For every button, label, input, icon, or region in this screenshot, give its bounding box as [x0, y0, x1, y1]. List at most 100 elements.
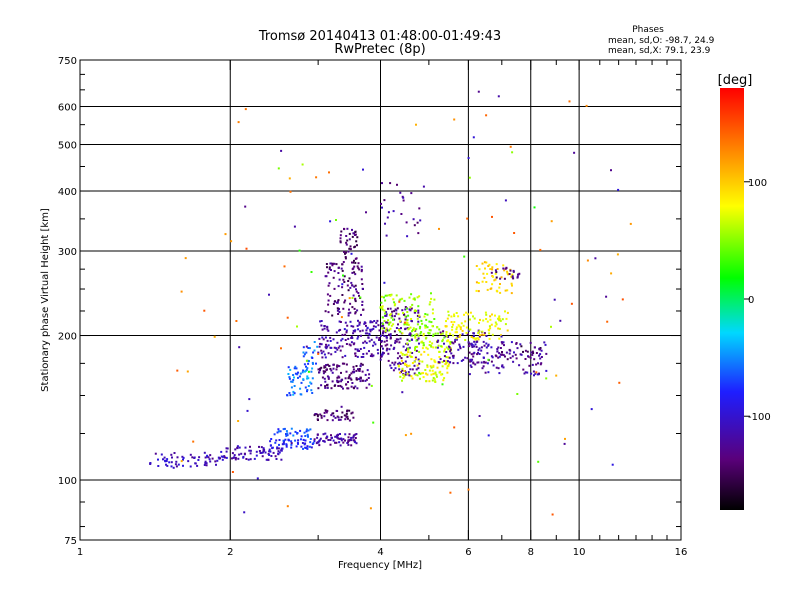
- data-point: [374, 343, 377, 346]
- data-point: [484, 311, 487, 314]
- data-point: [530, 351, 533, 354]
- data-point: [430, 292, 432, 295]
- data-point: [370, 384, 373, 387]
- data-point: [481, 367, 484, 370]
- data-point: [484, 361, 487, 364]
- data-point: [209, 454, 212, 457]
- data-point: [510, 275, 513, 278]
- data-point: [307, 429, 310, 432]
- data-point: [497, 356, 500, 359]
- data-point: [386, 294, 389, 297]
- data-point: [320, 352, 323, 355]
- data-point: [426, 347, 429, 350]
- data-point: [501, 365, 503, 368]
- data-point: [365, 324, 367, 327]
- data-point: [476, 353, 479, 356]
- data-point: [401, 353, 404, 356]
- x-tick-label: 10: [573, 547, 586, 558]
- data-point: [539, 357, 542, 360]
- data-point: [363, 321, 366, 324]
- data-point: [371, 328, 373, 331]
- data-point: [389, 334, 392, 337]
- data-point: [302, 355, 305, 358]
- data-point: [360, 362, 363, 365]
- data-point: [426, 364, 429, 367]
- data-point: [293, 225, 296, 228]
- data-point: [355, 369, 358, 372]
- data-point: [365, 211, 367, 214]
- data-point: [454, 340, 456, 343]
- data-point: [337, 285, 340, 288]
- data-point: [497, 327, 500, 330]
- data-point: [455, 337, 458, 340]
- data-point: [278, 439, 281, 441]
- data-point: [338, 441, 341, 444]
- data-point: [340, 371, 342, 374]
- data-point: [344, 256, 347, 258]
- data-point: [440, 373, 443, 376]
- data-point: [258, 445, 260, 448]
- data-point: [356, 348, 359, 351]
- data-point: [388, 329, 391, 332]
- data-point: [306, 390, 308, 393]
- data-point: [469, 318, 471, 321]
- data-point: [348, 247, 351, 250]
- data-point: [339, 237, 342, 240]
- data-point: [414, 356, 417, 359]
- data-point: [376, 348, 379, 351]
- data-point: [383, 334, 386, 337]
- data-point: [347, 250, 350, 253]
- data-point: [276, 431, 279, 434]
- data-point: [343, 228, 346, 231]
- data-point: [292, 374, 295, 376]
- data-point: [449, 491, 452, 494]
- data-point: [384, 294, 387, 297]
- data-point: [240, 452, 243, 455]
- data-point: [293, 392, 296, 395]
- data-point: [418, 315, 421, 318]
- data-point: [316, 418, 319, 421]
- data-point: [315, 176, 318, 179]
- data-point: [389, 321, 392, 324]
- data-point: [476, 340, 479, 343]
- data-point: [372, 325, 375, 328]
- data-point: [363, 346, 366, 349]
- data-point: [249, 458, 252, 461]
- data-point: [341, 269, 344, 272]
- data-point: [454, 338, 457, 341]
- data-point: [410, 355, 412, 358]
- data-point: [302, 346, 305, 349]
- data-point: [410, 338, 413, 341]
- data-point: [258, 450, 261, 452]
- data-point: [478, 334, 481, 336]
- data-point: [340, 439, 343, 442]
- data-point: [482, 340, 485, 343]
- data-point: [327, 284, 330, 287]
- data-point: [533, 358, 536, 361]
- data-point: [504, 199, 507, 202]
- data-point: [345, 416, 348, 419]
- data-point: [385, 311, 388, 314]
- data-point: [198, 456, 201, 459]
- data-point: [360, 265, 363, 268]
- data-point: [539, 347, 542, 349]
- data-point: [354, 261, 357, 264]
- data-point: [432, 377, 435, 379]
- data-point: [457, 315, 460, 318]
- data-point: [332, 415, 335, 418]
- data-point: [455, 328, 458, 331]
- data-point: [247, 458, 250, 461]
- data-point: [425, 380, 428, 383]
- data-point: [339, 234, 342, 237]
- data-point: [511, 284, 513, 287]
- data-point: [406, 372, 409, 375]
- data-point: [418, 327, 421, 330]
- data-point: [346, 227, 349, 230]
- data-point: [532, 370, 535, 373]
- data-point: [351, 228, 353, 231]
- data-point: [478, 321, 480, 324]
- data-point: [280, 149, 283, 152]
- data-point: [453, 118, 456, 121]
- data-point: [352, 365, 355, 368]
- data-point: [504, 289, 507, 292]
